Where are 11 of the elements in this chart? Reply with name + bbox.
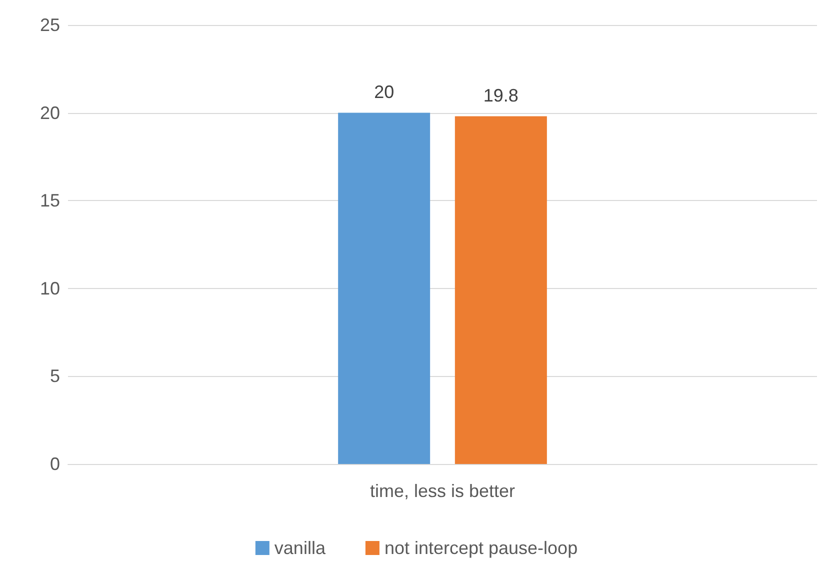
x-tick-label: time, less is better: [370, 481, 516, 501]
legend-label: vanilla: [274, 538, 326, 558]
data-label: 19.8: [483, 85, 518, 106]
y-tick-label: 25: [40, 15, 60, 35]
y-tick-label: 15: [40, 190, 60, 211]
y-tick-label: 20: [40, 102, 60, 123]
y-tick-label: 0: [50, 454, 60, 474]
y-tick-label: 10: [40, 278, 60, 298]
data-label: 20: [374, 82, 394, 102]
y-tick-label: 5: [50, 366, 60, 386]
legend-label: not intercept pause-loop: [384, 538, 578, 558]
